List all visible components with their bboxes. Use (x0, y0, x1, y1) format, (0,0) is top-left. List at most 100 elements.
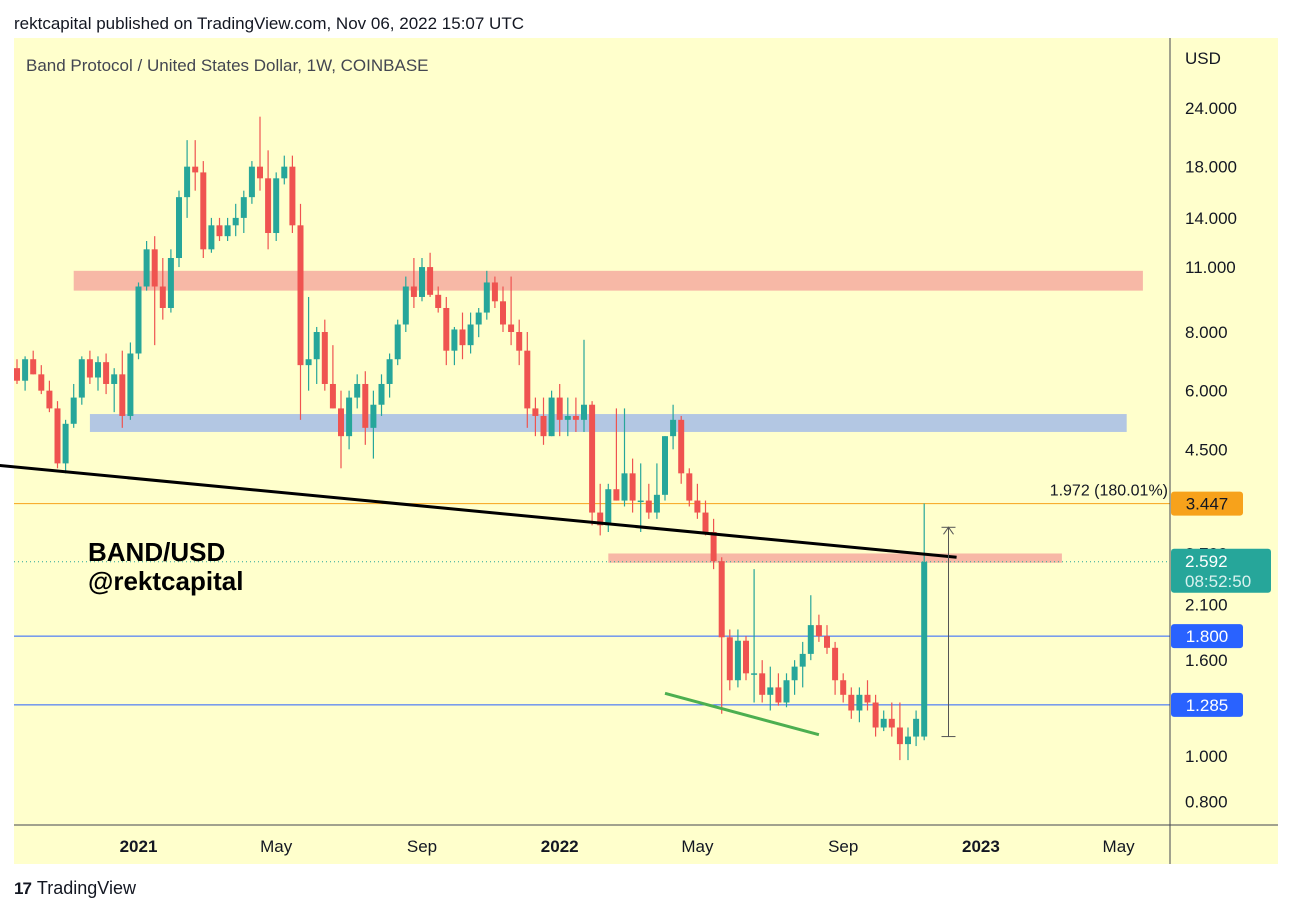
candle-body (159, 286, 166, 308)
candle (111, 368, 118, 413)
candle (613, 408, 620, 501)
x-tick-label: Sep (828, 837, 858, 856)
y-tick-label: 1.600 (1185, 651, 1228, 670)
candle-body (856, 694, 863, 711)
candle (686, 468, 693, 507)
candle (718, 557, 725, 714)
candle-body (46, 390, 53, 409)
candle-body (297, 225, 304, 366)
candle-body (257, 166, 263, 179)
candle-body (86, 359, 93, 378)
candle-body (184, 166, 191, 198)
candle-body (872, 702, 879, 728)
candle (864, 680, 871, 711)
candle-body (718, 561, 725, 638)
candle (508, 276, 515, 346)
candle (119, 350, 126, 428)
measure-label: 1.972 (180.01%) (1050, 483, 1168, 500)
candle-body (338, 408, 344, 437)
candle (824, 625, 830, 654)
candle-body (564, 415, 571, 420)
candle (556, 383, 563, 437)
candle (637, 463, 644, 532)
candle-body (726, 637, 733, 681)
candle-body (807, 625, 814, 654)
candle (70, 383, 77, 428)
candle (629, 458, 636, 513)
candle-body (832, 647, 839, 681)
candle (459, 312, 466, 360)
published-header: rektcapital published on TradingView.com… (14, 14, 524, 33)
candle (645, 483, 652, 519)
candle-body (451, 329, 458, 351)
candle (289, 155, 296, 234)
current-price-value: 2.592 (1185, 552, 1228, 571)
candle (281, 155, 288, 185)
candle (208, 217, 215, 253)
candle-body (791, 666, 798, 681)
candle-body (678, 419, 685, 474)
resistance-zone-lower (608, 553, 1062, 563)
x-tick-label: Sep (407, 837, 437, 856)
candle (143, 241, 150, 291)
y-tick-label: 24.000 (1185, 99, 1237, 118)
candle-body (216, 225, 223, 237)
candle (346, 390, 353, 450)
candle (848, 687, 855, 719)
candle-body (896, 727, 903, 745)
level-1800-tag-text: 1.800 (1186, 627, 1229, 646)
candle (913, 710, 920, 747)
candle (313, 326, 320, 384)
candle (184, 140, 191, 218)
candle (46, 380, 53, 413)
candle (22, 356, 29, 391)
candle-body (443, 307, 450, 351)
x-tick-label: 2022 (541, 837, 579, 856)
candle (176, 190, 182, 268)
candle-body (532, 408, 539, 416)
candle-body (200, 172, 207, 250)
candle-body (775, 687, 782, 703)
candle-body (905, 736, 911, 745)
candle (710, 518, 717, 570)
candle-body (281, 166, 288, 179)
candle-body (265, 178, 272, 234)
candle-body (370, 404, 377, 428)
candle (402, 276, 409, 333)
candle (419, 258, 425, 302)
x-tick-label: 2021 (120, 837, 158, 856)
level-1285-tag-text: 1.285 (1186, 696, 1229, 715)
candle (759, 660, 766, 703)
candle-body (734, 640, 741, 681)
candle (370, 390, 377, 459)
candle-body (767, 687, 774, 695)
support-zone-blue (89, 414, 1127, 432)
candle (815, 614, 822, 642)
candle (127, 342, 134, 420)
candle-body (921, 561, 928, 737)
candle (443, 296, 450, 366)
candle (435, 286, 442, 313)
candle (354, 374, 361, 409)
candle-body (840, 680, 847, 695)
tradingview-footer[interactable]: 17 TradingView (14, 878, 136, 899)
level-1285-tag (1171, 692, 1243, 717)
candle-body (581, 404, 587, 420)
candle (783, 673, 790, 708)
candle-body (435, 294, 442, 308)
candle-body (548, 397, 555, 437)
candle (483, 270, 490, 320)
candle-body (329, 383, 336, 409)
candle-body (103, 362, 110, 384)
candle-body (127, 353, 134, 416)
y-tick-label: 6.000 (1185, 382, 1228, 401)
candle (799, 641, 806, 688)
candle (362, 371, 369, 445)
candle (305, 296, 312, 391)
candle (726, 629, 733, 691)
chart-title: Band Protocol / United States Dollar, 1W… (26, 56, 429, 75)
candle-body (232, 217, 239, 226)
candle-body (637, 500, 644, 503)
candle-body (402, 286, 409, 325)
